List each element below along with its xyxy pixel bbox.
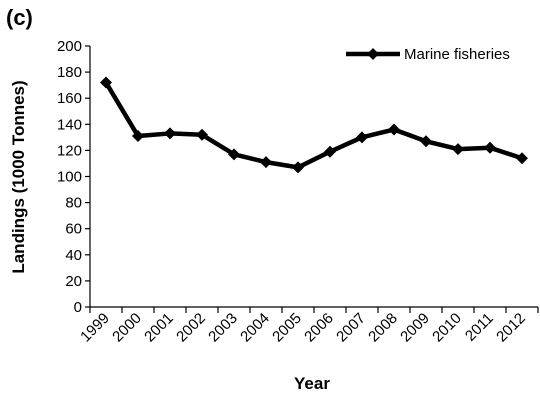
y-axis: 0 20 40 60 80 100 120 140 160 180 200 bbox=[57, 38, 91, 316]
y-tick-label: 200 bbox=[57, 38, 82, 55]
data-point-marker bbox=[292, 161, 304, 174]
data-point-marker bbox=[388, 123, 400, 136]
x-tick-label: 2005 bbox=[269, 310, 305, 346]
x-tick-label: 2011 bbox=[462, 310, 497, 345]
x-tick-label: 2007 bbox=[333, 310, 369, 346]
x-tick-label: 2004 bbox=[237, 310, 273, 346]
x-tick-label: 2001 bbox=[141, 310, 177, 346]
data-point-marker bbox=[484, 141, 496, 154]
x-tick-label: 2008 bbox=[365, 310, 401, 346]
data-point-marker bbox=[228, 148, 240, 161]
x-tick-label: 2006 bbox=[301, 310, 337, 346]
x-axis-title: Year bbox=[294, 374, 330, 393]
data-point-marker bbox=[324, 145, 336, 158]
x-axis: 1999200020012002200320042005200620072008… bbox=[77, 306, 539, 346]
data-point-marker bbox=[196, 128, 208, 141]
panel-label: (c) bbox=[6, 5, 33, 30]
x-tick-label: 2000 bbox=[109, 310, 145, 346]
y-tick-label: 140 bbox=[57, 116, 82, 133]
y-tick-label: 160 bbox=[57, 90, 82, 107]
data-point-marker bbox=[164, 127, 176, 140]
legend-label: Marine fisheries bbox=[404, 46, 510, 63]
y-tick-label: 0 bbox=[74, 299, 82, 316]
x-tick-label: 2003 bbox=[205, 310, 241, 346]
data-point-marker bbox=[356, 131, 368, 144]
y-tick-label: 80 bbox=[65, 195, 82, 212]
series-group bbox=[100, 76, 528, 174]
legend: Marine fisheries bbox=[346, 46, 510, 63]
y-tick-label: 180 bbox=[57, 64, 82, 81]
y-axis-title: Landings (1000 Tonnes) bbox=[9, 80, 28, 273]
x-tick-label: 1999 bbox=[77, 310, 113, 346]
series-line bbox=[104, 81, 523, 170]
y-tick-label: 40 bbox=[65, 247, 82, 264]
data-point-marker bbox=[260, 156, 272, 169]
x-tick-label: 2012 bbox=[493, 310, 529, 346]
y-tick-label: 60 bbox=[65, 221, 82, 238]
legend-marker bbox=[367, 48, 379, 60]
y-tick-label: 20 bbox=[65, 273, 82, 290]
x-tick-label: 2002 bbox=[173, 310, 209, 346]
data-point-marker bbox=[452, 143, 464, 156]
data-point-marker bbox=[100, 76, 112, 89]
data-point-marker bbox=[132, 130, 144, 143]
data-point-marker bbox=[516, 152, 528, 165]
x-tick-label: 2010 bbox=[429, 310, 465, 346]
x-tick-label: 2009 bbox=[397, 310, 433, 346]
data-point-marker bbox=[420, 135, 432, 148]
y-tick-label: 120 bbox=[57, 142, 82, 159]
y-tick-label: 100 bbox=[57, 169, 82, 186]
